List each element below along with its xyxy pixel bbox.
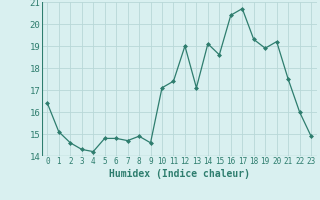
X-axis label: Humidex (Indice chaleur): Humidex (Indice chaleur): [109, 169, 250, 179]
